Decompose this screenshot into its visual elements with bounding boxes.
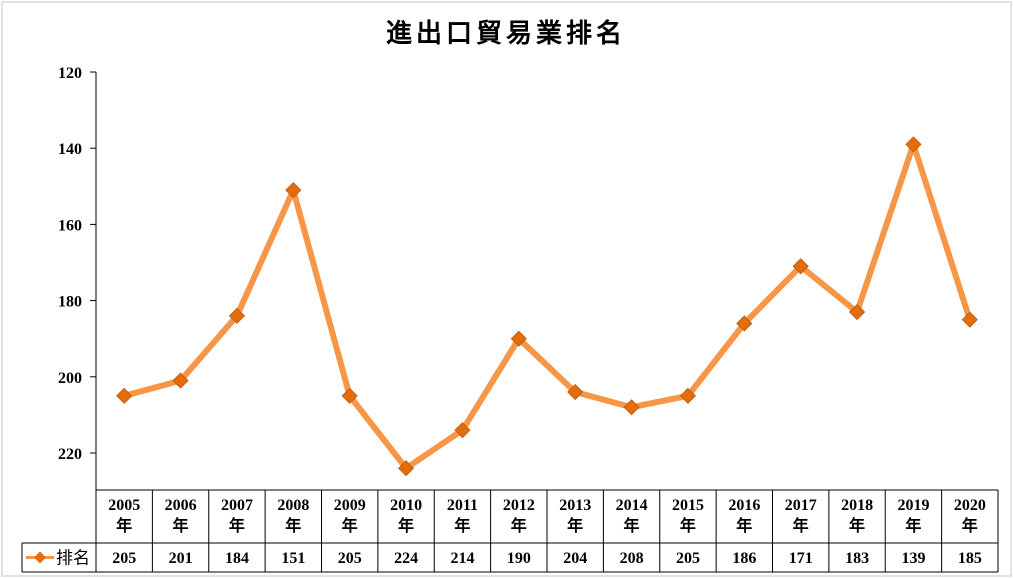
data-point-marker: [454, 422, 471, 439]
data-point-marker: [341, 387, 358, 404]
data-table-value: 151: [281, 550, 305, 567]
data-table-value: 224: [394, 550, 418, 567]
data-table-value: 205: [338, 550, 362, 567]
category-label: 2010 年: [390, 497, 422, 535]
data-table-value: 185: [958, 550, 982, 567]
data-table-value: 205: [676, 550, 700, 567]
y-tick-label: 140: [58, 141, 82, 158]
data-table-value: 208: [620, 550, 644, 567]
chart-title: 進出口貿易業排名: [386, 18, 626, 49]
data-point-marker: [848, 303, 866, 321]
category-label: 2007 年: [221, 497, 253, 535]
series-line-group: [121, 141, 973, 472]
data-table-value: 184: [225, 550, 249, 567]
data-table-value: 171: [789, 550, 813, 567]
legend-marker-swatch: [34, 551, 46, 564]
category-label: 2018 年: [841, 497, 873, 535]
data-point-marker: [510, 330, 527, 347]
category-label: 2012 年: [503, 497, 535, 535]
category-label: 2013 年: [559, 497, 591, 535]
data-point-marker: [172, 372, 189, 389]
data-table-value: 190: [507, 550, 531, 567]
category-label: 2006 年: [165, 497, 197, 535]
y-axis-ticks: 120 140 160 180 200 220: [58, 65, 96, 463]
data-point-marker: [228, 307, 246, 324]
data-table-value: 214: [450, 550, 474, 567]
category-label: 2014 年: [616, 497, 648, 535]
y-tick-label: 120: [58, 65, 82, 82]
category-label: 2008 年: [277, 497, 309, 535]
data-point-marker: [679, 387, 697, 404]
category-label: 2005 年: [108, 497, 140, 535]
data-table-value: 204: [563, 550, 587, 567]
data-table-value: 186: [732, 550, 756, 567]
data-table-value: 201: [169, 550, 193, 567]
data-table-value: 205: [112, 550, 136, 567]
category-label: 2009 年: [334, 497, 366, 535]
category-label: 2015 年: [672, 497, 704, 535]
data-table-value: 183: [845, 550, 869, 567]
category-label: 2020 年: [954, 497, 986, 535]
category-label: 2019 年: [897, 497, 929, 535]
y-tick-label: 220: [58, 446, 82, 463]
category-label: 2017 年: [785, 497, 817, 535]
y-tick-label: 200: [58, 370, 82, 387]
category-label: 2016 年: [728, 497, 760, 535]
data-point-marker: [397, 460, 415, 477]
data-table: 2005 年 2006 年 2007 年 2008 年 2009 年 2010 年 2011 年 2012 年…: [21, 489, 999, 573]
legend: 排名: [26, 549, 90, 569]
data-point-marker: [285, 182, 302, 199]
data-point-marker: [116, 387, 133, 404]
data-point-marker: [905, 136, 922, 153]
legend-label: 排名: [56, 549, 90, 569]
data-point-marker: [792, 258, 809, 275]
y-tick-label: 180: [58, 294, 82, 311]
category-label: 2011 年: [447, 497, 478, 535]
series-line: [121, 141, 973, 472]
data-point-marker: [961, 311, 978, 328]
data-point-marker: [567, 383, 584, 401]
series-markers: [116, 136, 978, 477]
data-point-marker: [623, 399, 640, 416]
data-table-value: 139: [901, 550, 925, 567]
y-tick-label: 160: [58, 217, 82, 234]
data-point-marker: [736, 315, 753, 332]
